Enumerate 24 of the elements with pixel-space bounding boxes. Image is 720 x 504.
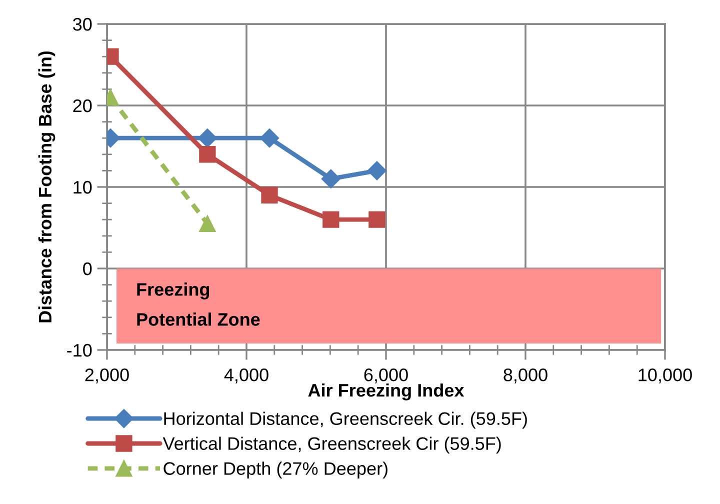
- point: [367, 161, 386, 180]
- y-tick-label: 10: [74, 180, 92, 194]
- x-tick-label: 6,000: [364, 368, 408, 384]
- x-tick-label: 8,000: [504, 368, 548, 384]
- point: [321, 169, 340, 188]
- point: [199, 146, 216, 163]
- y-tick-label: 20: [73, 99, 92, 112]
- x-tick-label: 4,000: [224, 368, 268, 384]
- y-axis-title: Distance from Footing Base (in): [38, 51, 56, 322]
- legend-label: Horizontal Distance, Greenscreek Cir. (59.5F): [164, 412, 527, 429]
- y-tick-label: 30: [73, 18, 92, 31]
- legend-label: Vertical Distance, Greenscreek Cir (59.5F): [162, 436, 501, 454]
- y-tick-label: 0: [83, 262, 92, 276]
- point: [322, 211, 340, 228]
- point: [261, 186, 278, 204]
- point: [198, 128, 217, 148]
- y-tick-label: -10: [67, 344, 92, 357]
- band-label: Freezing Potential Zone: [137, 282, 260, 326]
- x-tick-label: 2,000: [85, 368, 129, 384]
- x-axis-title: Air Freezing Index: [308, 383, 464, 400]
- point: [260, 128, 280, 148]
- point: [368, 211, 386, 228]
- x-tick-label: 10,000: [638, 368, 692, 384]
- legend-label: Corner Depth (27% Deeper): [164, 462, 388, 479]
